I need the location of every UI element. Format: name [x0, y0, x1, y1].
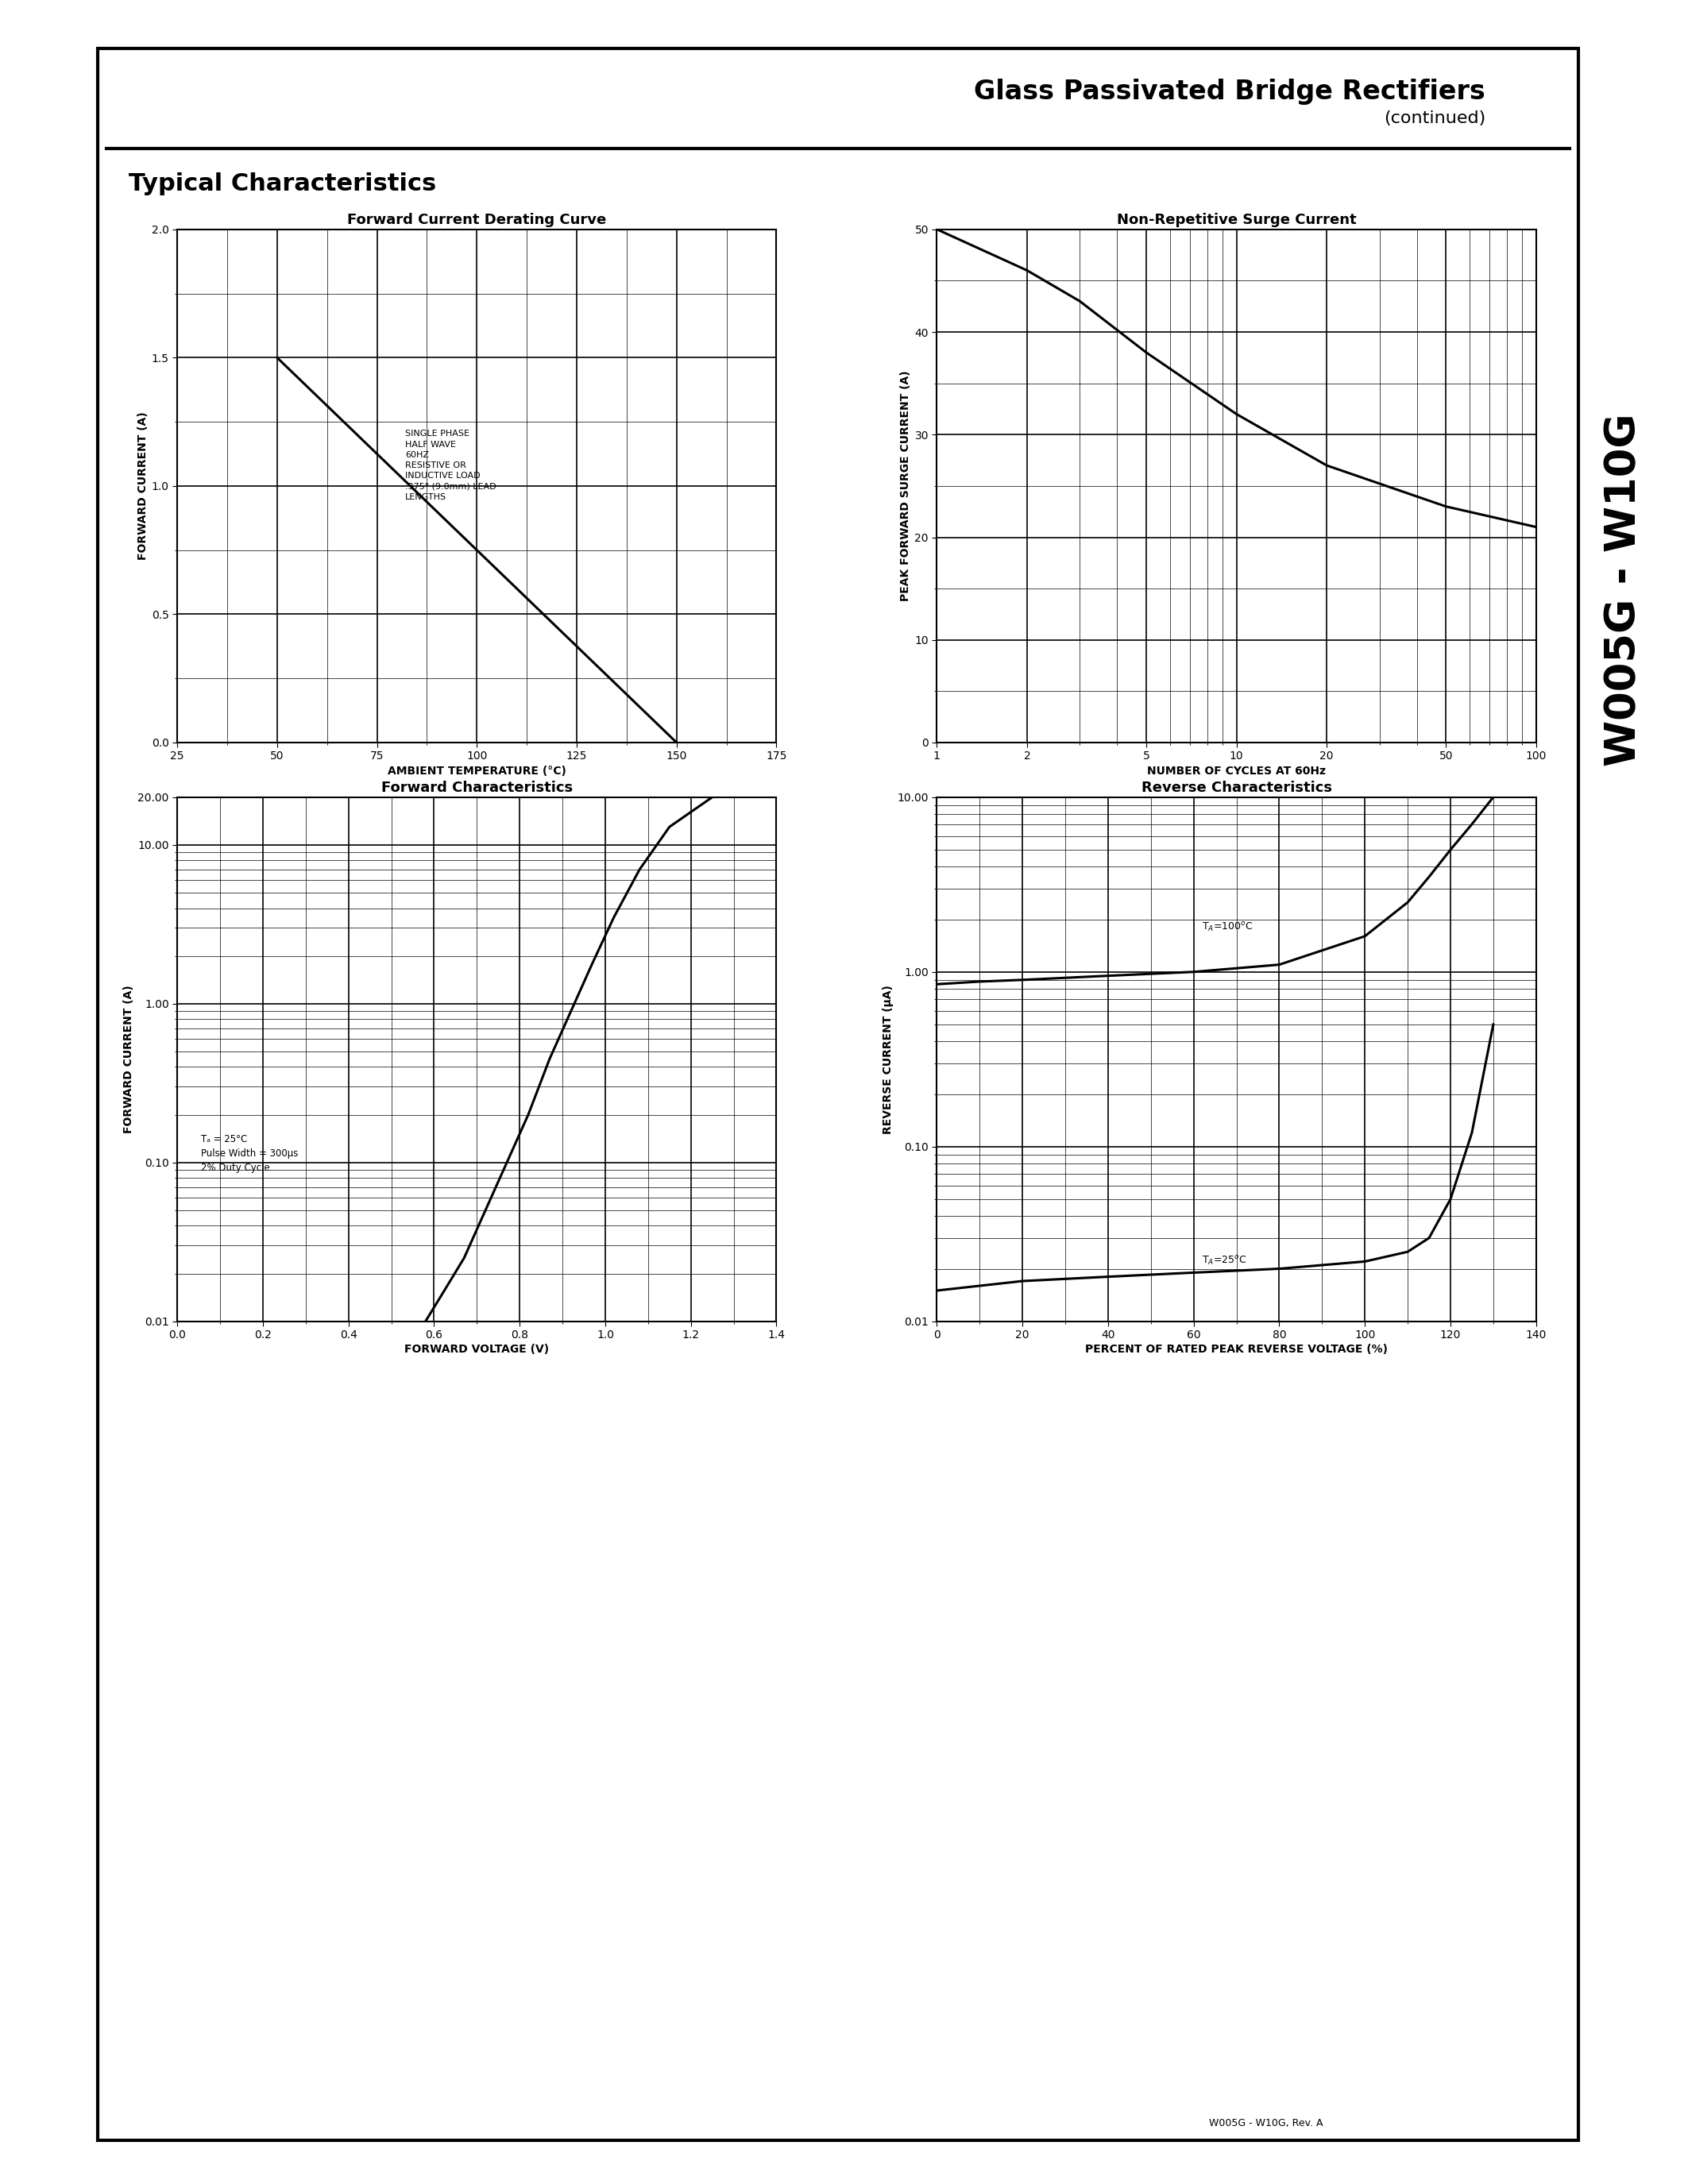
X-axis label: AMBIENT TEMPERATURE (°C): AMBIENT TEMPERATURE (°C) — [388, 764, 565, 775]
Text: Tₐ = 25°C
Pulse Width = 300μs
2% Duty Cycle: Tₐ = 25°C Pulse Width = 300μs 2% Duty Cy… — [201, 1133, 299, 1173]
Y-axis label: PEAK FORWARD SURGE CURRENT (A): PEAK FORWARD SURGE CURRENT (A) — [900, 371, 912, 601]
Text: T$_A$=25$^o$C: T$_A$=25$^o$C — [1202, 1256, 1247, 1269]
X-axis label: PERCENT OF RATED PEAK REVERSE VOLTAGE (%): PERCENT OF RATED PEAK REVERSE VOLTAGE (%… — [1085, 1343, 1388, 1354]
Text: Typical Characteristics: Typical Characteristics — [128, 173, 436, 194]
X-axis label: FORWARD VOLTAGE (V): FORWARD VOLTAGE (V) — [405, 1343, 549, 1354]
X-axis label: NUMBER OF CYCLES AT 60Hz: NUMBER OF CYCLES AT 60Hz — [1148, 764, 1325, 775]
Title: Forward Characteristics: Forward Characteristics — [381, 780, 572, 795]
Y-axis label: REVERSE CURRENT (µA): REVERSE CURRENT (µA) — [883, 985, 895, 1133]
Title: Forward Current Derating Curve: Forward Current Derating Curve — [348, 212, 606, 227]
Y-axis label: FORWARD CURRENT (A): FORWARD CURRENT (A) — [123, 985, 135, 1133]
Text: T$_A$=100$^o$C: T$_A$=100$^o$C — [1202, 922, 1254, 935]
Text: Glass Passivated Bridge Rectifiers: Glass Passivated Bridge Rectifiers — [974, 79, 1485, 105]
Text: W005G - W10G, Rev. A: W005G - W10G, Rev. A — [1209, 2118, 1323, 2127]
Title: Non-Repetitive Surge Current: Non-Repetitive Surge Current — [1117, 212, 1355, 227]
Text: (continued): (continued) — [1384, 109, 1485, 127]
Text: SINGLE PHASE
HALF WAVE
60HZ
RESISTIVE OR
INDUCTIVE LOAD
.375" (9.0mm) LEAD
LENGT: SINGLE PHASE HALF WAVE 60HZ RESISTIVE OR… — [405, 430, 496, 500]
Title: Reverse Characteristics: Reverse Characteristics — [1141, 780, 1332, 795]
Text: W005G - W10G: W005G - W10G — [1604, 413, 1644, 767]
Y-axis label: FORWARD CURRENT (A): FORWARD CURRENT (A) — [137, 413, 149, 559]
